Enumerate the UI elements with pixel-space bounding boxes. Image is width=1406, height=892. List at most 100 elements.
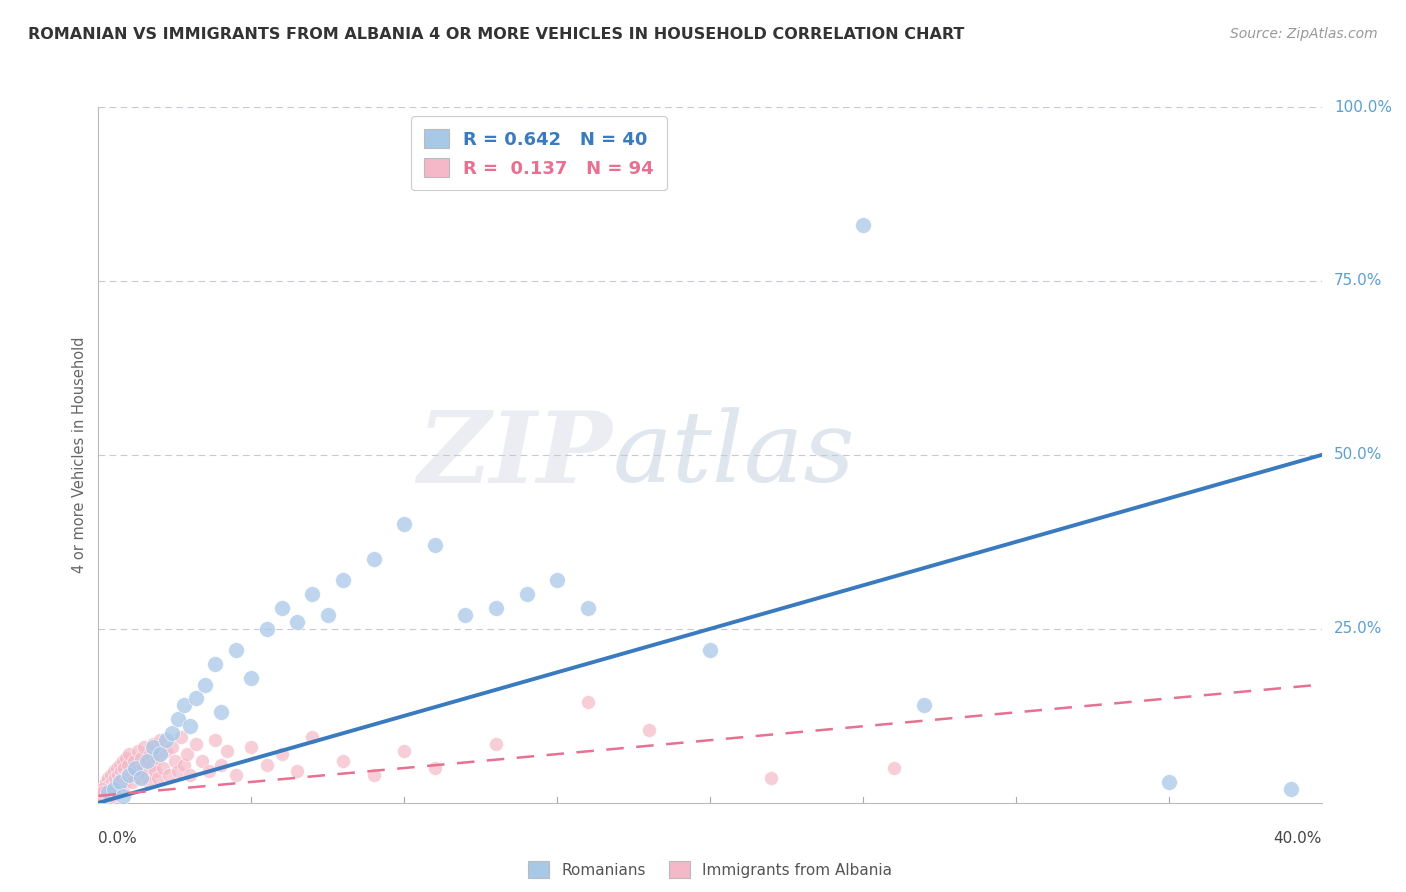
Point — [91, 781, 114, 796]
Point — [637, 723, 661, 737]
Point — [240, 671, 263, 685]
Point — [332, 573, 354, 587]
Point — [576, 695, 599, 709]
Point — [546, 573, 568, 587]
Point — [516, 587, 538, 601]
Point — [155, 733, 177, 747]
Point — [96, 781, 118, 796]
Point — [117, 772, 139, 786]
Point — [204, 733, 226, 747]
Point — [912, 698, 935, 713]
Point — [170, 730, 193, 744]
Point — [285, 615, 308, 629]
Point — [134, 740, 156, 755]
Point — [225, 768, 247, 782]
Y-axis label: 4 or more Vehicles in Household: 4 or more Vehicles in Household — [72, 336, 87, 574]
Point — [301, 730, 323, 744]
Point — [98, 785, 121, 799]
Text: 40.0%: 40.0% — [1274, 830, 1322, 846]
Text: atlas: atlas — [612, 408, 855, 502]
Point — [142, 740, 165, 755]
Point — [132, 761, 155, 775]
Point — [114, 775, 136, 789]
Point — [179, 768, 201, 782]
Point — [91, 785, 114, 799]
Point — [94, 775, 117, 789]
Text: 100.0%: 100.0% — [1334, 100, 1392, 114]
Point — [852, 219, 875, 233]
Point — [100, 768, 122, 782]
Text: 25.0%: 25.0% — [1334, 622, 1382, 636]
Point — [111, 772, 134, 786]
Point — [167, 712, 190, 726]
Point — [1279, 781, 1302, 796]
Point — [90, 792, 112, 806]
Point — [204, 657, 226, 671]
Point — [129, 750, 152, 764]
Point — [89, 789, 111, 803]
Text: ROMANIAN VS IMMIGRANTS FROM ALBANIA 4 OR MORE VEHICLES IN HOUSEHOLD CORRELATION : ROMANIAN VS IMMIGRANTS FROM ALBANIA 4 OR… — [28, 27, 965, 42]
Point — [112, 781, 135, 796]
Point — [111, 754, 134, 768]
Point — [191, 754, 214, 768]
Point — [110, 778, 132, 792]
Point — [103, 781, 125, 796]
Point — [152, 761, 174, 775]
Point — [97, 772, 120, 786]
Point — [122, 754, 145, 768]
Point — [142, 737, 165, 751]
Point — [363, 768, 385, 782]
Point — [105, 781, 128, 796]
Point — [93, 778, 115, 792]
Point — [225, 642, 247, 657]
Point — [121, 775, 143, 789]
Point — [160, 740, 183, 755]
Point — [149, 733, 172, 747]
Point — [105, 785, 128, 799]
Point — [136, 754, 159, 768]
Point — [111, 789, 134, 803]
Point — [136, 754, 159, 768]
Point — [215, 744, 238, 758]
Point — [332, 754, 354, 768]
Point — [270, 601, 294, 615]
Point — [90, 789, 112, 803]
Point — [209, 757, 232, 772]
Point — [115, 768, 138, 782]
Point — [89, 792, 111, 806]
Point — [117, 757, 139, 772]
Point — [270, 747, 294, 761]
Point — [146, 772, 169, 786]
Point — [454, 607, 477, 622]
Point — [155, 744, 177, 758]
Point — [576, 601, 599, 615]
Point — [104, 772, 127, 786]
Point — [124, 761, 146, 775]
Point — [194, 677, 217, 691]
Point — [173, 698, 195, 713]
Point — [138, 775, 160, 789]
Point — [93, 789, 115, 803]
Point — [97, 785, 120, 799]
Point — [94, 785, 117, 799]
Point — [160, 726, 183, 740]
Point — [285, 764, 308, 779]
Text: 50.0%: 50.0% — [1334, 448, 1382, 462]
Point — [163, 754, 186, 768]
Point — [363, 552, 385, 566]
Point — [124, 761, 146, 775]
Point — [173, 757, 195, 772]
Point — [108, 775, 131, 789]
Point — [256, 622, 278, 636]
Point — [316, 607, 339, 622]
Point — [107, 768, 129, 782]
Point — [118, 768, 141, 782]
Point — [105, 761, 128, 775]
Point — [100, 781, 122, 796]
Point — [141, 757, 163, 772]
Point — [179, 719, 201, 733]
Point — [125, 764, 148, 779]
Point — [110, 764, 132, 779]
Point — [256, 757, 278, 772]
Point — [197, 764, 219, 779]
